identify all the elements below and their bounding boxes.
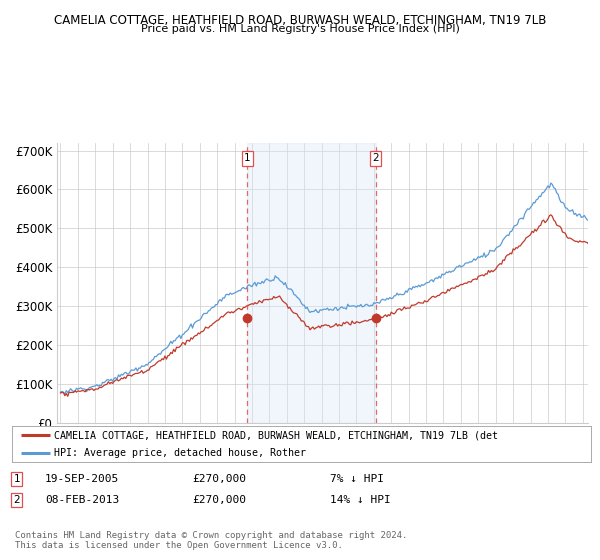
Text: CAMELIA COTTAGE, HEATHFIELD ROAD, BURWASH WEALD, ETCHINGHAM, TN19 7LB (det: CAMELIA COTTAGE, HEATHFIELD ROAD, BURWAS… — [53, 431, 497, 440]
Text: Contains HM Land Registry data © Crown copyright and database right 2024.
This d: Contains HM Land Registry data © Crown c… — [15, 530, 407, 550]
Text: 2: 2 — [372, 153, 379, 164]
Text: 08-FEB-2013: 08-FEB-2013 — [45, 495, 119, 505]
Text: £270,000: £270,000 — [192, 495, 246, 505]
Text: CAMELIA COTTAGE, HEATHFIELD ROAD, BURWASH WEALD, ETCHINGHAM, TN19 7LB: CAMELIA COTTAGE, HEATHFIELD ROAD, BURWAS… — [54, 14, 546, 27]
Text: 14% ↓ HPI: 14% ↓ HPI — [330, 495, 391, 505]
Bar — [247, 143, 376, 423]
Text: 19-SEP-2005: 19-SEP-2005 — [45, 474, 119, 484]
Text: 2: 2 — [13, 495, 20, 505]
Text: HPI: Average price, detached house, Rother: HPI: Average price, detached house, Roth… — [53, 448, 305, 458]
Text: 1: 1 — [244, 153, 250, 164]
Text: £270,000: £270,000 — [192, 474, 246, 484]
Text: Price paid vs. HM Land Registry's House Price Index (HPI): Price paid vs. HM Land Registry's House … — [140, 24, 460, 34]
Text: 1: 1 — [13, 474, 20, 484]
Text: 7% ↓ HPI: 7% ↓ HPI — [330, 474, 384, 484]
